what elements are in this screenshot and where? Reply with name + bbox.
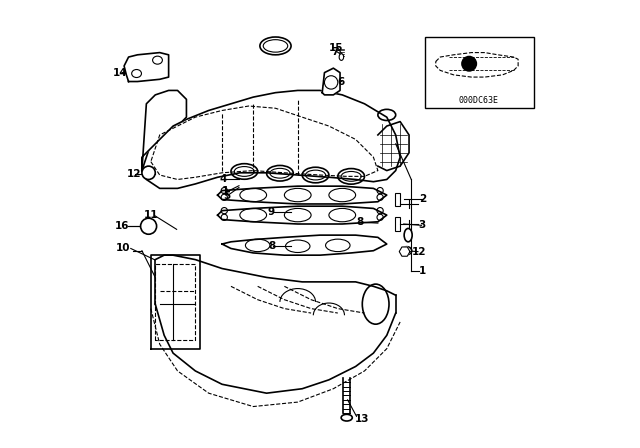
- Text: 16: 16: [115, 221, 129, 231]
- Text: 11: 11: [143, 210, 158, 220]
- Polygon shape: [322, 68, 340, 95]
- Text: 13: 13: [355, 414, 369, 423]
- Polygon shape: [124, 52, 168, 82]
- Bar: [424, 37, 534, 108]
- Text: 2: 2: [419, 194, 426, 204]
- Bar: [395, 193, 400, 206]
- Ellipse shape: [404, 228, 412, 242]
- Polygon shape: [142, 90, 186, 171]
- Text: 3: 3: [419, 220, 426, 230]
- Text: 4: 4: [220, 174, 227, 185]
- Text: 10: 10: [116, 243, 131, 254]
- Text: 1: 1: [222, 186, 229, 197]
- Ellipse shape: [402, 247, 412, 255]
- Polygon shape: [399, 247, 410, 256]
- Text: 000DC63E: 000DC63E: [459, 96, 499, 105]
- Polygon shape: [218, 186, 387, 204]
- Polygon shape: [218, 206, 387, 224]
- Text: 12: 12: [127, 169, 141, 179]
- Circle shape: [141, 218, 157, 234]
- Polygon shape: [142, 90, 400, 188]
- Circle shape: [142, 166, 156, 180]
- Text: 15: 15: [329, 43, 343, 53]
- Circle shape: [461, 56, 477, 72]
- Text: 6: 6: [338, 77, 345, 86]
- Text: 8: 8: [268, 241, 276, 251]
- Text: 9: 9: [268, 207, 275, 217]
- Ellipse shape: [339, 54, 344, 60]
- Text: 8: 8: [356, 217, 364, 227]
- Text: 5: 5: [223, 191, 230, 201]
- Text: 12: 12: [412, 247, 426, 257]
- Text: 7: 7: [332, 47, 339, 57]
- Text: 14: 14: [113, 68, 127, 78]
- Text: 1: 1: [419, 266, 426, 276]
- Bar: [395, 217, 400, 231]
